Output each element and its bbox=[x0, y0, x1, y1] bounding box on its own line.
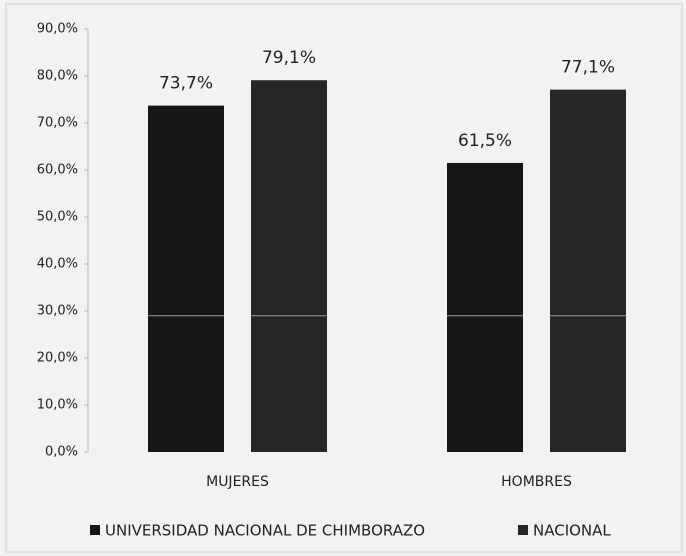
legend-swatch bbox=[90, 525, 100, 535]
bar bbox=[251, 80, 327, 452]
bar bbox=[447, 162, 523, 452]
y-tick-label: 40,0% bbox=[37, 257, 78, 272]
chart-border bbox=[5, 3, 683, 553]
x-tick-label: MUJERES bbox=[206, 474, 269, 490]
y-tick-label: 90,0% bbox=[37, 22, 78, 37]
y-tick-label: 0,0% bbox=[45, 445, 78, 460]
y-tick-label: 60,0% bbox=[37, 163, 78, 178]
bar bbox=[550, 89, 626, 452]
y-tick-label: 70,0% bbox=[37, 116, 78, 131]
legend-label: UNIVERSIDAD NACIONAL DE CHIMBORAZO bbox=[105, 522, 425, 540]
y-tick-label: 80,0% bbox=[37, 69, 78, 84]
bar bbox=[148, 105, 224, 453]
legend-label: NACIONAL bbox=[533, 522, 611, 540]
y-tick-label: 10,0% bbox=[37, 398, 78, 413]
x-tick-label: HOMBRES bbox=[501, 474, 572, 490]
value-label: 61,5% bbox=[458, 131, 512, 151]
value-label: 79,1% bbox=[262, 48, 316, 68]
y-tick-label: 20,0% bbox=[37, 351, 78, 366]
legend-swatch bbox=[518, 525, 528, 535]
value-label: 73,7% bbox=[159, 74, 213, 94]
value-label: 77,1% bbox=[561, 58, 615, 78]
y-tick-label: 30,0% bbox=[37, 304, 78, 319]
y-tick-label: 50,0% bbox=[37, 210, 78, 225]
